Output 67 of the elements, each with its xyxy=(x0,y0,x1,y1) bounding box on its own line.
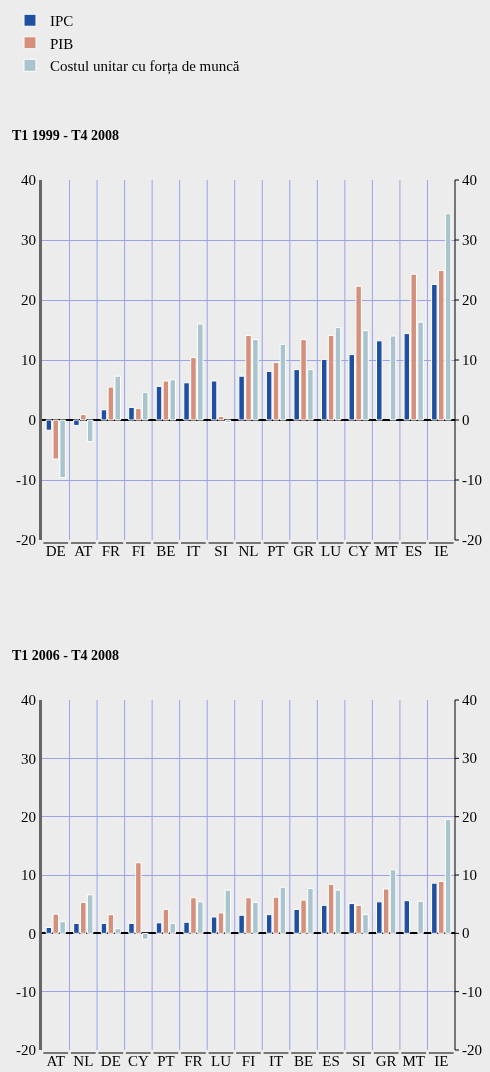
x-tick-label: ES xyxy=(322,1053,340,1069)
y-tick-label: 20 xyxy=(21,808,36,825)
x-tick-label: BE xyxy=(156,543,176,559)
y-tick-label: 10 xyxy=(21,352,36,369)
y-tick-label: 40 xyxy=(21,172,36,189)
y-tick-label: -10 xyxy=(16,472,36,489)
y-tick-label: 0 xyxy=(28,925,36,942)
y2-tick-label: 20 xyxy=(462,292,477,308)
y-tick-label: -20 xyxy=(16,1042,36,1059)
x-tick-label: FR xyxy=(184,1053,203,1069)
x-tick-label: ES xyxy=(404,543,423,559)
bar xyxy=(403,900,411,934)
y-tick-label: 30 xyxy=(21,232,36,249)
x-tick-label: NL xyxy=(73,1053,94,1069)
legend-label: IPC xyxy=(50,13,74,30)
x-tick-label: SI xyxy=(214,543,228,559)
x-tick-label: FI xyxy=(241,1053,256,1069)
x-tick-label: NL xyxy=(238,543,259,559)
y2-tick-label: 0 xyxy=(462,412,470,428)
x-tick-label: IT xyxy=(268,1053,284,1069)
x-tick-label: PT xyxy=(157,1053,175,1069)
x-tick-label: IT xyxy=(186,543,201,559)
y2-tick-label: 10 xyxy=(462,352,477,368)
chart-title: T1 1999 - T4 2008 xyxy=(12,128,120,143)
y-tick-label: -10 xyxy=(16,983,36,1000)
y2-tick-label: -10 xyxy=(462,984,482,1000)
x-tick-label: CY xyxy=(348,543,370,559)
y-tick-label: 40 xyxy=(21,692,36,709)
y-tick-label: 0 xyxy=(28,412,36,429)
x-tick-label: MT xyxy=(402,1053,425,1069)
y-tick-label: 20 xyxy=(21,292,36,309)
y2-tick-label: 30 xyxy=(462,750,477,766)
legend-label: PIB xyxy=(50,35,74,52)
x-tick-label: IE xyxy=(434,543,449,559)
x-tick-label: DE xyxy=(45,543,66,559)
x-tick-label: AT xyxy=(46,1053,65,1069)
chart-title: T1 2006 - T4 2008 xyxy=(12,648,120,663)
x-tick-label: BE xyxy=(293,1053,314,1069)
y2-tick-label: -20 xyxy=(462,1042,482,1058)
x-tick-label: SI xyxy=(351,1053,366,1069)
y2-tick-label: 40 xyxy=(462,172,477,188)
y2-tick-label: 0 xyxy=(462,925,470,941)
x-tick-label: FR xyxy=(101,543,121,559)
x-tick-label: CY xyxy=(127,1053,149,1069)
legend-label: Costul unitar cu forța de muncă xyxy=(50,58,240,76)
y-tick-label: 30 xyxy=(21,750,36,767)
x-tick-label: FI xyxy=(131,543,146,559)
y-tick-label: -20 xyxy=(16,532,36,549)
x-tick-label: MT xyxy=(374,543,398,559)
y2-tick-label: 10 xyxy=(462,867,477,883)
bar xyxy=(417,900,424,934)
y2-tick-label: 30 xyxy=(462,232,477,248)
y-tick-label: 10 xyxy=(21,867,36,884)
x-tick-label: LU xyxy=(210,1053,232,1069)
x-tick-label: LU xyxy=(321,543,342,559)
y2-tick-label: -10 xyxy=(462,472,482,488)
bar xyxy=(389,335,397,421)
x-tick-label: GR xyxy=(293,543,314,559)
x-tick-label: IE xyxy=(434,1053,449,1069)
x-tick-label: AT xyxy=(74,543,93,559)
x-tick-label: PT xyxy=(267,543,285,559)
x-tick-label: DE xyxy=(100,1053,121,1069)
y2-tick-label: 40 xyxy=(462,692,477,708)
y2-tick-label: 20 xyxy=(462,809,477,825)
bar xyxy=(376,340,383,421)
x-tick-label: GR xyxy=(375,1053,397,1069)
y2-tick-label: -20 xyxy=(462,532,482,548)
